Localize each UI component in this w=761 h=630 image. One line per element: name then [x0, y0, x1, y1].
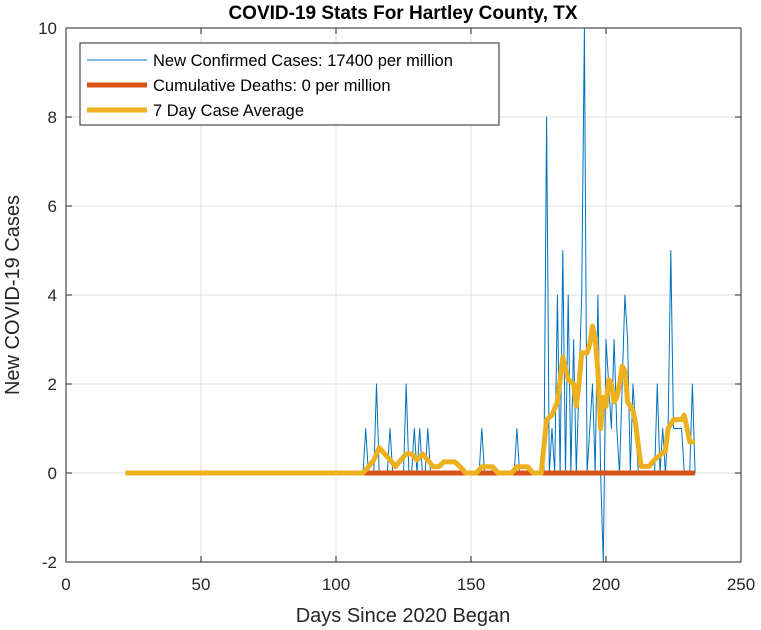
legend-box: [79, 42, 500, 126]
y-tick-label: 8: [48, 108, 57, 127]
series-7day-average-line: [125, 323, 696, 476]
x-tick-label: 0: [61, 575, 70, 594]
chart-title: COVID-19 Stats For Hartley County, TX: [228, 3, 577, 24]
x-tick-label: 50: [192, 575, 211, 594]
y-tick-label: 0: [48, 464, 57, 483]
legend-label-new-cases: New Confirmed Cases: 17400 per million: [153, 52, 453, 70]
y-tick-label: 6: [48, 197, 57, 216]
series-layer: [125, 28, 696, 562]
x-tick-label: 150: [457, 575, 485, 594]
x-tick-label: 250: [727, 575, 755, 594]
x-tick-label: 100: [322, 575, 350, 594]
y-axis-label: New COVID-19 Cases: [2, 195, 24, 395]
legend-label-deaths: Cumulative Deaths: 0 per million: [153, 77, 391, 95]
x-tick-label: 200: [592, 575, 620, 594]
y-tick-label: 4: [48, 286, 57, 305]
legend-label-average: 7 Day Case Average: [153, 102, 304, 120]
x-axis-label: Days Since 2020 Began: [296, 605, 511, 627]
y-tick-label: 10: [38, 19, 57, 38]
legend: New Confirmed Cases: 17400 per million C…: [79, 42, 500, 126]
y-tick-label: 2: [48, 375, 57, 394]
y-tick-label: -2: [42, 553, 57, 572]
